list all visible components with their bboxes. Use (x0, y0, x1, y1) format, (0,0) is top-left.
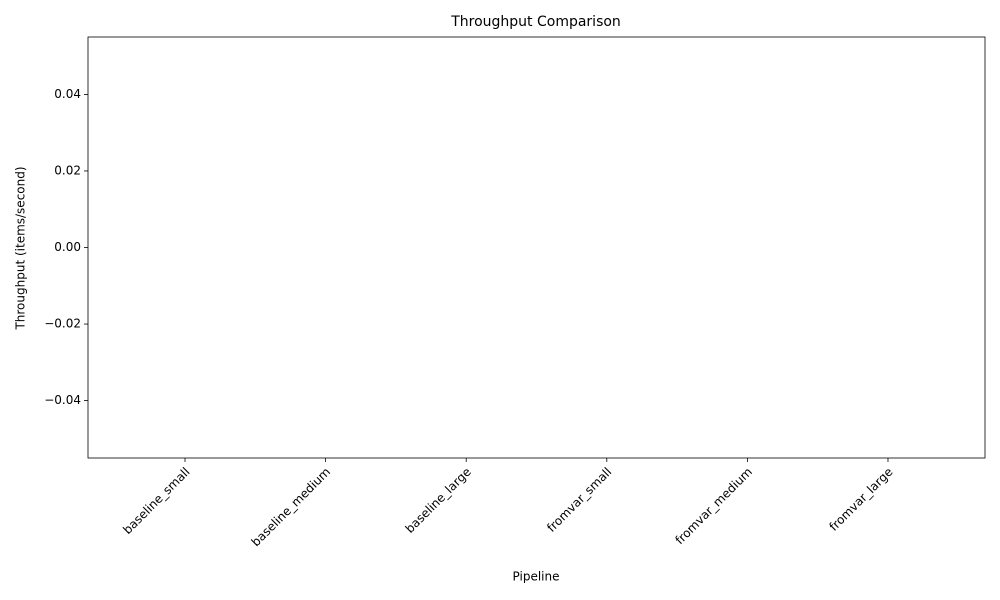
y-axis-label: Throughput (items/second) (14, 166, 28, 330)
plot-frame (87, 36, 986, 459)
chart-title: Throughput Comparison (450, 14, 621, 30)
y-tick-label: −0.02 (44, 317, 81, 331)
y-tick-label: 0.00 (54, 240, 81, 254)
y-tick-label: −0.04 (44, 393, 81, 407)
x-axis-label: Pipeline (513, 570, 560, 584)
y-tick-label: 0.04 (54, 87, 81, 101)
y-tick-label: 0.02 (54, 163, 81, 177)
